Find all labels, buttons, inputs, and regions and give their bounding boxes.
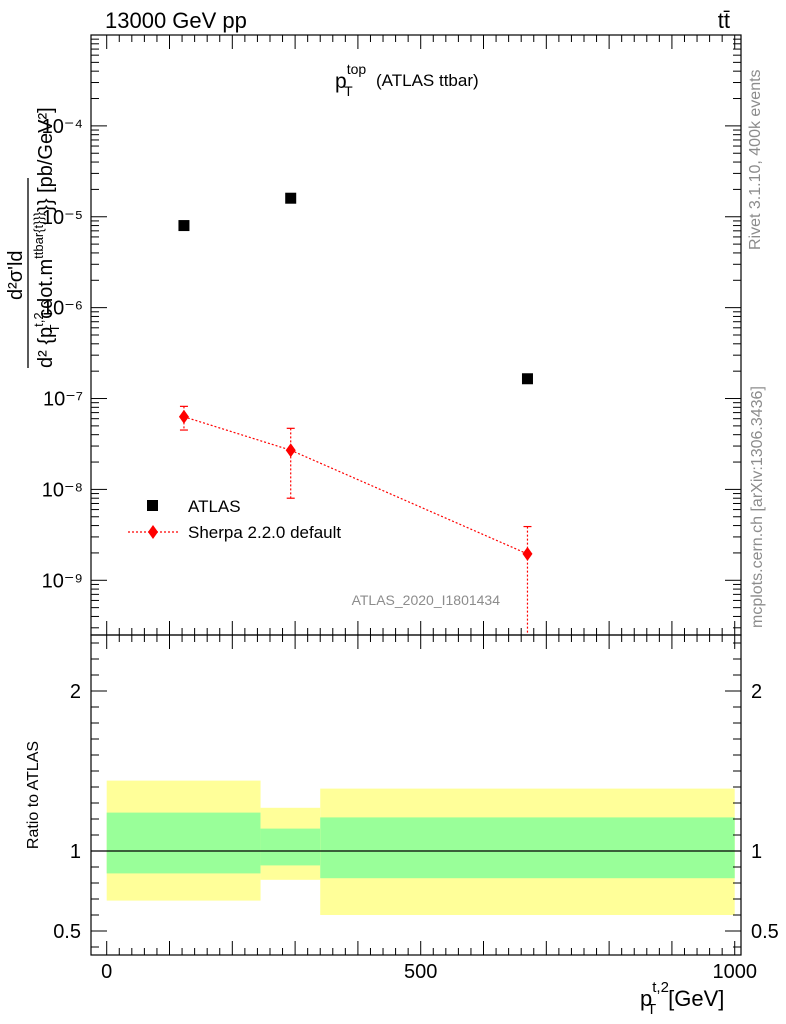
main-y-tick-label: 10⁻⁶ — [42, 298, 83, 320]
legend-atlas-marker — [147, 500, 158, 511]
main-plot-panel: 10⁻⁴ 10⁻⁵ 10⁻⁶ 10⁻⁷ 10⁻⁸ 10⁻⁹ ptop T (ATLAS tt… — [5, 34, 742, 636]
y-label-den-sup: t,2 — [31, 312, 46, 326]
ratio-x-tick-label: 1000 — [712, 961, 757, 983]
ratio-inner-band — [106, 812, 261, 874]
ratio-x-ticks: 0 500 1000 — [101, 635, 757, 983]
plot-title-main: p — [335, 70, 347, 93]
sherpa-point — [178, 409, 189, 424]
ratio-y-tick-label-right: 2 — [751, 681, 762, 703]
main-y-tick-label: 10⁻⁵ — [42, 207, 83, 229]
plot-title-sub: T — [344, 83, 353, 99]
sherpa-series — [178, 405, 533, 635]
ratio-y-tick-label-left: 0.5 — [53, 921, 81, 943]
atlas-point — [521, 373, 533, 385]
ratio-y-tick-label-right: 1 — [751, 841, 762, 863]
main-y-axis-label: d²σ'ld d² {pt,2T cdot.mttbar{t}}}}} [pb/… — [5, 107, 62, 368]
sherpa-line — [183, 416, 528, 555]
ratio-inner-band — [260, 828, 321, 866]
ratio-plot-frame — [90, 634, 742, 956]
plot-title-suffix: (ATLAS ttbar) — [376, 71, 479, 90]
rivet-label: Rivet 3.1.10, 400k events — [747, 69, 764, 250]
ratio-plot-panel: 0 500 1000 0.5 0.5 1 1 2 2 Ratio to ATLAS pt,2 T… — [25, 634, 779, 1018]
legend-atlas-label: ATLAS — [188, 497, 241, 516]
sherpa-point — [285, 443, 296, 458]
energy-label: 13000 GeV pp — [105, 8, 247, 33]
main-y-tick-label: 10⁻⁸ — [42, 479, 83, 501]
x-label-main: p — [640, 986, 652, 1011]
atlas-point — [285, 192, 297, 204]
legend-sherpa-label: Sherpa 2.2.0 default — [188, 523, 341, 542]
process-label: tt̄ — [718, 8, 730, 33]
atlas-point — [178, 220, 190, 232]
main-y-ticks: 10⁻⁴ 10⁻⁵ 10⁻⁶ 10⁻⁷ 10⁻⁸ 10⁻⁹ — [42, 34, 741, 629]
x-label-unit: [GeV] — [668, 986, 724, 1011]
ratio-y-tick-label-left: 2 — [70, 681, 81, 703]
ratio-inner-band — [320, 817, 735, 879]
y-label-denominator: d² {pt,2T cdot.mttbar{t}}}}} [pb/GeV²] — [31, 107, 62, 368]
ratio-y-axis-label: Ratio to ATLAS — [25, 741, 42, 849]
mcplots-label: mcplots.cern.ch [arXiv:1306.3436] — [749, 386, 766, 628]
y-label-den-rest: cdot.m — [35, 259, 57, 325]
main-x-ticks — [106, 35, 736, 635]
y-label-den-main: d² {p — [35, 327, 57, 368]
ratio-uncertainty-bands — [106, 780, 735, 915]
main-y-tick-label: 10⁻⁴ — [42, 116, 83, 138]
legend: ATLAS Sherpa 2.2.0 default — [128, 497, 341, 542]
y-label-den-sup2: ttbar{t}}} — [31, 211, 46, 259]
atlas-series — [178, 192, 533, 385]
ratio-y-tick-label-right: 0.5 — [751, 921, 779, 943]
legend-sherpa-marker — [148, 525, 158, 539]
x-axis-label: pt,2 T [GeV] — [640, 979, 724, 1018]
y-label-den-sub: T — [47, 324, 62, 332]
main-y-tick-label: 10⁻⁹ — [42, 570, 83, 592]
ratio-y-ticks: 0.5 0.5 1 1 2 2 — [53, 642, 779, 948]
x-label-sup: t,2 — [652, 979, 669, 996]
plot-title-sup: top — [347, 61, 367, 77]
y-label-unit: }} [pb/GeV²] — [35, 107, 57, 212]
ratio-y-tick-label-left: 1 — [70, 841, 81, 863]
main-plot-frame — [90, 34, 742, 636]
x-label-sub: T — [647, 1001, 656, 1018]
ratio-x-tick-label: 0 — [101, 961, 112, 983]
sherpa-point — [522, 546, 533, 561]
y-label-numerator: d²σ'ld — [5, 250, 27, 300]
main-y-tick-label: 10⁻⁷ — [43, 389, 83, 411]
analysis-watermark: ATLAS_2020_I1801434 — [352, 592, 501, 608]
ratio-x-tick-label: 500 — [404, 961, 437, 983]
plot-title: ptop T — [335, 61, 366, 99]
